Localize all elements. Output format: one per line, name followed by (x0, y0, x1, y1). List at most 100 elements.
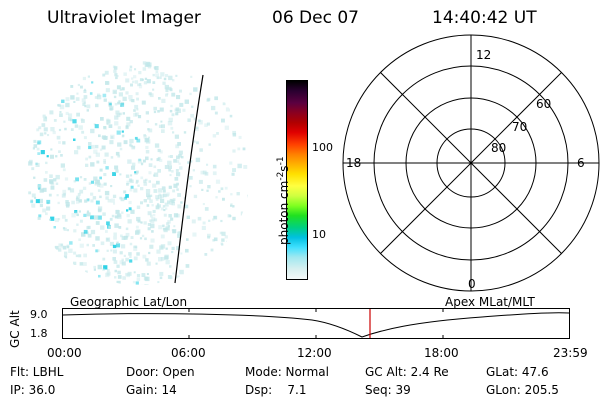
emission-pixel (130, 179, 134, 184)
emission-pixel (126, 116, 131, 121)
emission-pixel (162, 205, 166, 208)
emission-pixel (59, 104, 65, 110)
emission-pixel (152, 183, 157, 188)
emission-pixel (147, 211, 152, 216)
emission-pixel (45, 161, 48, 165)
emission-pixel (238, 135, 242, 139)
emission-pixel (121, 236, 126, 240)
emission-pixel (141, 234, 145, 238)
emission-pixel (146, 273, 149, 275)
emission-pixel (134, 68, 137, 71)
emission-pixel (130, 236, 134, 239)
emission-pixel (168, 185, 172, 189)
emission-pixel (97, 189, 101, 192)
emission-pixel (177, 204, 182, 209)
emission-pixel (86, 198, 90, 202)
emission-pixel (176, 95, 181, 100)
emission-pixel (116, 241, 119, 244)
emission-pixel (102, 212, 106, 216)
emission-pixel (178, 162, 181, 165)
emission-pixel (131, 165, 136, 170)
emission-pixel (50, 148, 53, 151)
emission-pixel (152, 209, 156, 213)
emission-pixel (141, 100, 146, 105)
emission-pixel (31, 203, 36, 208)
emission-pixel (145, 258, 149, 262)
emission-pixel (83, 101, 86, 104)
emission-pixel (40, 150, 45, 155)
emission-pixel (43, 117, 48, 122)
emission-pixel (135, 170, 139, 174)
emission-pixel (176, 188, 179, 191)
emission-pixel (133, 109, 136, 112)
emission-pixel (157, 203, 160, 206)
emission-pixel (131, 77, 134, 80)
emission-pixel (167, 241, 172, 246)
emission-pixel (133, 188, 138, 193)
emission-pixel (153, 110, 157, 114)
emission-pixel (222, 102, 226, 106)
altitude-curve (62, 312, 570, 338)
emission-pixel (83, 253, 87, 258)
emission-pixel (119, 260, 124, 265)
emission-pixel (96, 94, 102, 100)
emission-pixel (150, 219, 155, 224)
emission-pixel (97, 215, 102, 220)
emission-pixel (38, 214, 42, 218)
emission-pixel (116, 75, 119, 78)
emission-pixel (137, 219, 141, 223)
emission-pixel (240, 211, 245, 216)
emission-pixel (105, 81, 109, 85)
emission-pixel (70, 128, 74, 131)
emission-pixel (111, 214, 115, 218)
status-filter: Flt: LBHL (10, 365, 64, 379)
emission-pixel (114, 276, 117, 279)
emission-pixel (55, 155, 58, 158)
emission-pixel (206, 122, 210, 126)
emission-pixel (42, 114, 46, 118)
emission-pixel (157, 169, 161, 173)
emission-pixel (148, 180, 151, 183)
emission-pixel (65, 97, 70, 102)
emission-pixel (73, 100, 76, 103)
emission-pixel (177, 234, 181, 238)
emission-pixel (125, 78, 130, 83)
emission-pixel (57, 248, 62, 252)
emission-pixel (93, 268, 96, 271)
timeline-y-label: GC Alt (8, 310, 22, 348)
emission-pixel (147, 64, 152, 69)
emission-pixel (128, 252, 132, 256)
emission-pixel (83, 90, 87, 93)
emission-pixel (103, 173, 107, 177)
emission-pixel (157, 281, 160, 284)
emission-pixel (70, 85, 74, 88)
emission-pixel (31, 193, 36, 198)
emission-pixel (171, 201, 175, 206)
emission-pixel (88, 155, 92, 159)
emission-pixel (150, 214, 153, 218)
emission-pixel (156, 249, 161, 254)
emission-pixel (105, 272, 110, 278)
emission-pixel (178, 154, 182, 158)
emission-pixel (103, 159, 106, 162)
emission-pixel (44, 132, 47, 135)
emission-pixel (86, 243, 89, 247)
emission-pixel (176, 172, 181, 177)
emission-pixel (103, 182, 107, 186)
emission-pixel (180, 252, 183, 255)
emission-pixel (43, 178, 48, 182)
emission-pixel (99, 183, 104, 188)
emission-pixel (138, 83, 142, 86)
emission-pixel (159, 76, 162, 79)
emission-pixel (76, 112, 80, 117)
emission-pixel (176, 182, 179, 186)
emission-pixel (85, 163, 89, 167)
emission-pixel (149, 244, 154, 249)
emission-pixel (82, 102, 86, 106)
emission-pixel (222, 197, 225, 201)
emission-pixel (151, 217, 156, 222)
emission-pixel (47, 134, 50, 137)
emission-pixel (110, 156, 114, 159)
emission-pixel (69, 241, 73, 245)
emission-pixel (159, 194, 164, 199)
